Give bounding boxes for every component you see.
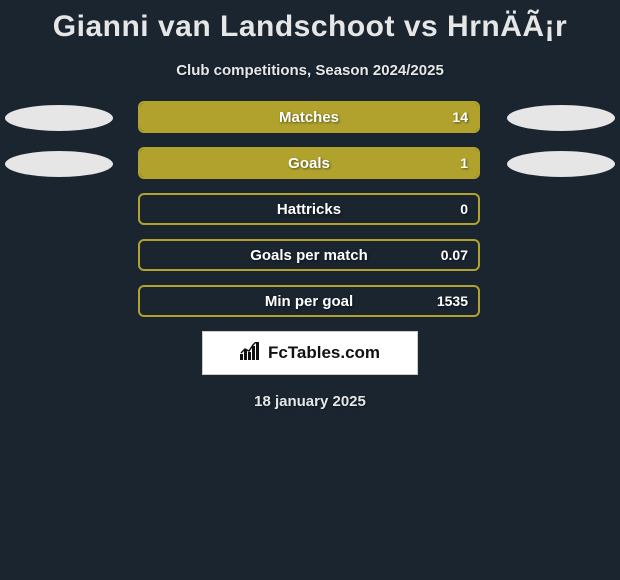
comparison-chart: Matches14 Goals1 Hattricks0 Goals per match… [0, 101, 620, 317]
stat-bar: Goals1 [138, 147, 480, 179]
snapshot-date: 18 january 2025 [0, 393, 620, 410]
stat-value: 14 [452, 109, 468, 125]
stat-row: Goals per match0.07 [0, 239, 620, 271]
stat-value: 0 [460, 201, 468, 217]
stat-label: Goals [140, 155, 478, 172]
player-right-marker [507, 151, 615, 177]
comparison-subtitle: Club competitions, Season 2024/2025 [0, 62, 620, 79]
stat-row: Goals1 [0, 147, 620, 179]
chart-bars-icon [240, 342, 262, 365]
stat-label: Goals per match [140, 247, 478, 264]
stat-label: Min per goal [140, 293, 478, 310]
stat-row: Matches14 [0, 101, 620, 133]
player-right-marker [507, 105, 615, 131]
branding-box: FcTables.com [202, 331, 418, 375]
stat-bar: Matches14 [138, 101, 480, 133]
stat-bar: Goals per match0.07 [138, 239, 480, 271]
player-left-marker [5, 151, 113, 177]
stat-label: Hattricks [140, 201, 478, 218]
stat-label: Matches [140, 109, 478, 126]
stat-value: 1 [460, 155, 468, 171]
stat-bar: Hattricks0 [138, 193, 480, 225]
stat-value: 0.07 [441, 247, 468, 263]
stat-bar: Min per goal1535 [138, 285, 480, 317]
stat-row: Hattricks0 [0, 193, 620, 225]
stat-row: Min per goal1535 [0, 285, 620, 317]
player-left-marker [5, 105, 113, 131]
branding-text: FcTables.com [268, 343, 380, 363]
stat-value: 1535 [437, 293, 468, 309]
comparison-title: Gianni van Landschoot vs HrnÄÃ¡r [0, 0, 620, 44]
